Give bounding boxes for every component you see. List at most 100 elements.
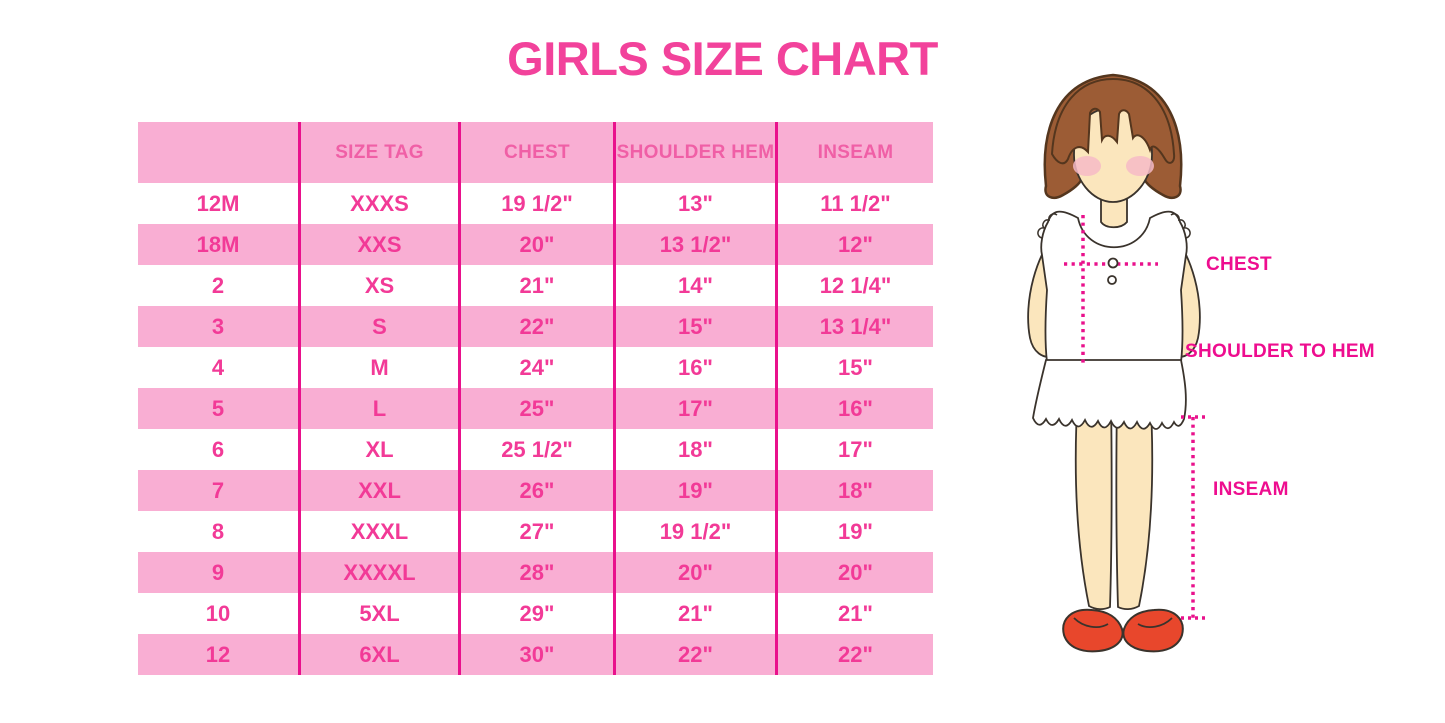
table-cell: 21" [775,593,933,634]
table-cell: 20" [613,552,775,593]
table-cell: 8 [211,518,225,544]
table-row: 18M XXS 20" 13 1/2" 12" [138,224,933,265]
table-cell: 12M [196,190,240,216]
table-cell: 21" [613,593,775,634]
table-cell: 6XL [298,634,458,675]
table-cell: XL [298,429,458,470]
table-cell: 13" [613,183,775,224]
table-cell: 28" [458,552,613,593]
table-cell: 18" [775,470,933,511]
table-header-row: SIZE TAG CHEST SHOULDER HEM INSEAM [138,122,933,183]
table-cell: 21" [458,265,613,306]
table-cell: XXXL [298,511,458,552]
table-cell: 15" [613,306,775,347]
inseam-label: INSEAM [1213,479,1289,500]
shoulder-to-hem-label: SHOULDER TO HEM [1185,341,1375,362]
table-cell: XS [298,265,458,306]
table-cell: XXXXL [298,552,458,593]
table-row: 5 L 25" 17" 16" [138,388,933,429]
table-cell: 25 1/2" [458,429,613,470]
table-cell: 24" [458,347,613,388]
table-body: 12M XXXS 19 1/2" 13" 11 1/2" 18M XXS 20" 13 1/2"… [138,183,933,675]
skirt [1032,359,1187,430]
table-row: 4 M 24" 16" 15" [138,347,933,388]
table-row: 2 XS 21" 14" 12 1/4" [138,265,933,306]
table-row: 12 6XL 30" 22" 22" [138,634,933,675]
table-cell: 17" [613,388,775,429]
table-cell: 29" [458,593,613,634]
table-cell: 27" [458,511,613,552]
table-header-cell-chest: CHEST [458,122,613,183]
left-shoe-strap [1073,617,1109,629]
table-cell: 16" [775,388,933,429]
table-cell: XXS [298,224,458,265]
top-button-1 [1107,257,1119,269]
table-cell: 5XL [298,593,458,634]
table-cell: 20" [458,224,613,265]
table-cell: 10 [205,600,231,626]
table-cell: 19 1/2" [613,511,775,552]
table-cell: 12 [205,641,231,667]
page-title: GIRLS SIZE CHART [507,32,938,85]
table-cell: XXL [298,470,458,511]
table-header-cell-size-tag: SIZE TAG [298,122,458,183]
girl-illustration: CHEST SHOULDER TO HEM INSEAM [1000,50,1445,710]
right-leg [1115,388,1154,611]
table-cell: 5 [211,395,225,421]
table-cell: 22" [458,306,613,347]
table-row: 9 XXXXL 28" 20" 20" [138,552,933,593]
table-cell: 19" [613,470,775,511]
table-cell: 16" [613,347,775,388]
table-cell: 17" [775,429,933,470]
table-header-cell-shoulder-hem: SHOULDER HEM [613,122,775,183]
table-cell: 7 [211,477,225,503]
left-shoulder-ruffle [1037,213,1058,239]
bodice [1040,210,1188,363]
table-cell: 3 [211,313,225,339]
table-cell: 25" [458,388,613,429]
table-cell: 11 1/2" [775,183,933,224]
right-shoulder-ruffle [1170,213,1191,239]
table-cell: M [298,347,458,388]
table-cell: 19 1/2" [458,183,613,224]
table-cell: 22" [775,634,933,675]
table-cell: 6 [211,436,225,462]
size-chart-table: SIZE TAG CHEST SHOULDER HEM INSEAM 12M XX… [138,122,933,675]
table-cell: 26" [458,470,613,511]
left-shoe [1062,608,1124,653]
girl-illustration-svg [1027,73,1206,653]
table-cell: 13 1/4" [775,306,933,347]
chest-label: CHEST [1206,254,1272,275]
left-leg [1074,388,1113,611]
table-cell: 19" [775,511,933,552]
table-cell: XXXS [298,183,458,224]
table-cell: 2 [211,272,225,298]
table-cell: L [298,388,458,429]
table-cell: 30" [458,634,613,675]
table-cell: 12" [775,224,933,265]
table-cell: 22" [613,634,775,675]
table-row: 6 XL 25 1/2" 18" 17" [138,429,933,470]
blush-right [1126,156,1154,176]
table-header-cell-inseam: INSEAM [775,122,933,183]
table-header-cell-size [138,122,298,183]
table-cell: 18" [613,429,775,470]
table-row: 7 XXL 26" 19" 18" [138,470,933,511]
table-cell: 4 [211,354,225,380]
table-row: 3 S 22" 15" 13 1/4" [138,306,933,347]
table-cell: 12 1/4" [775,265,933,306]
table-cell: 13 1/2" [613,224,775,265]
table-cell: 14" [613,265,775,306]
table-cell: 15" [775,347,933,388]
table-cell: S [298,306,458,347]
top-button-2 [1107,275,1117,285]
table-row: 8 XXXL 27" 19 1/2" 19" [138,511,933,552]
blush-left [1073,156,1101,176]
table-row: 10 5XL 29" 21" 21" [138,593,933,634]
table-cell: 18M [196,231,240,257]
table-row: 12M XXXS 19 1/2" 13" 11 1/2" [138,183,933,224]
right-shoe-strap [1137,617,1173,629]
right-shoe [1122,608,1184,653]
table-cell: 9 [211,559,225,585]
hair-bangs [1050,77,1176,165]
